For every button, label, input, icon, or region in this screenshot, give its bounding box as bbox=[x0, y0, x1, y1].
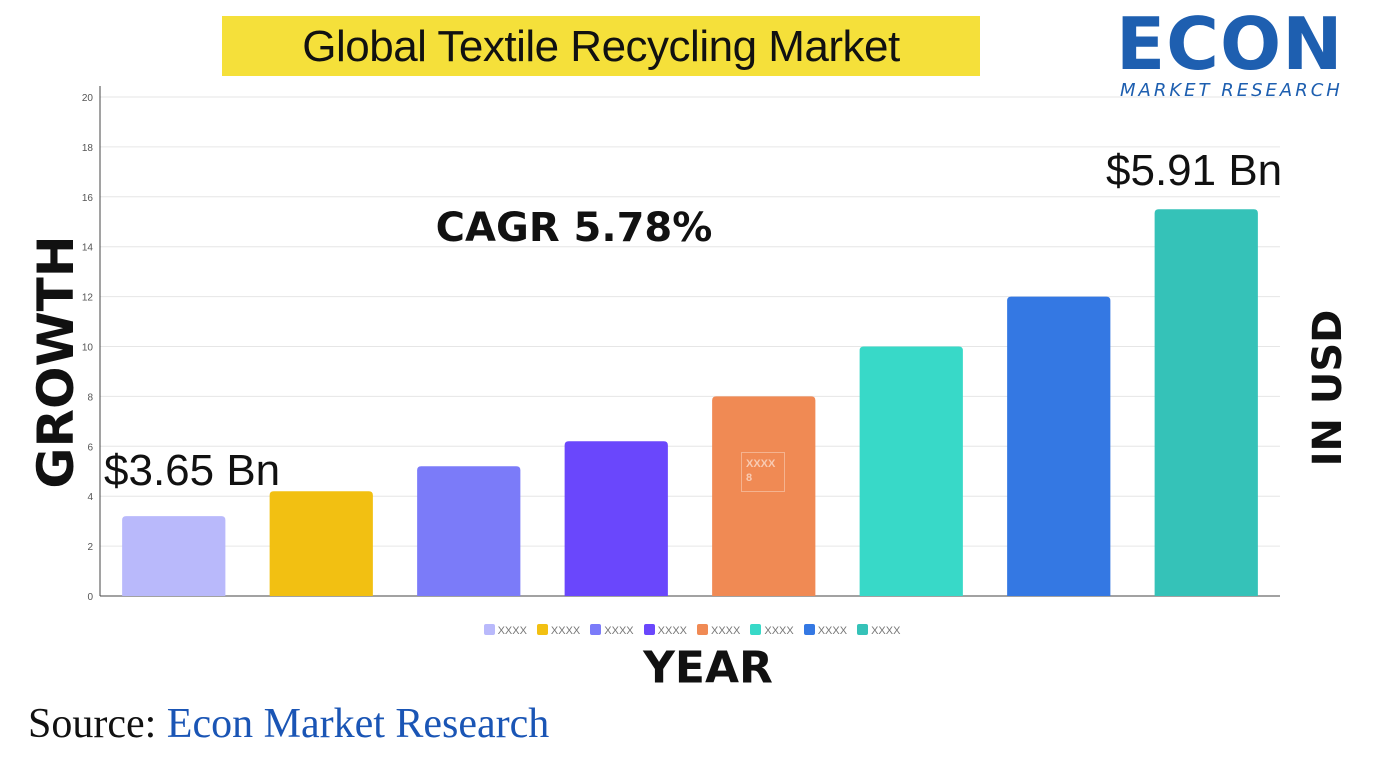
y-tick-label: 8 bbox=[87, 392, 93, 403]
legend-label: XXXX bbox=[817, 625, 848, 637]
legend-item[interactable]: XXXX bbox=[697, 624, 740, 637]
legend-item[interactable]: XXXX bbox=[590, 624, 634, 637]
y-tick-label: 12 bbox=[82, 293, 94, 304]
ghost-label: XXXX bbox=[746, 458, 776, 470]
end-value-annotation: $5.91 Bn bbox=[1106, 146, 1283, 195]
legend-item[interactable]: XXXX bbox=[857, 624, 900, 637]
legend-swatch bbox=[590, 624, 602, 635]
cagr-annotation: CAGR 5.78% bbox=[435, 205, 713, 251]
y-tick-label: 0 bbox=[87, 592, 93, 603]
legend-swatch bbox=[483, 624, 495, 635]
y-tick-label: 16 bbox=[82, 193, 94, 204]
bar bbox=[1154, 209, 1258, 596]
bar bbox=[712, 396, 816, 596]
legend-label: XXXX bbox=[550, 625, 581, 637]
legend-label: XXXX bbox=[497, 625, 527, 637]
legend-swatch bbox=[750, 624, 762, 635]
legend-label: XXXX bbox=[657, 625, 687, 637]
y-tick-label: 6 bbox=[87, 442, 93, 453]
source-line: Source: Econ Market Research bbox=[28, 700, 549, 748]
source-label: Source: bbox=[28, 701, 157, 747]
bar bbox=[417, 466, 521, 596]
chart-title: Global Textile Recycling Market bbox=[302, 22, 900, 71]
ghost-tooltip: XXXX 8 bbox=[741, 452, 785, 492]
y-tick-label: 18 bbox=[82, 143, 94, 154]
legend-swatch bbox=[643, 624, 655, 635]
y-tick-label: 20 bbox=[82, 93, 94, 104]
bar bbox=[122, 516, 226, 596]
legend-swatch bbox=[697, 624, 708, 635]
legend-label: XXXX bbox=[871, 625, 901, 637]
y-tick-label: 14 bbox=[82, 243, 94, 254]
chart-legend: XXXX XXXX XXXX XXXX XXXX XXXX XXXX XXXX bbox=[0, 624, 1384, 637]
logo-wordmark: ECON bbox=[1116, 2, 1344, 86]
bar bbox=[269, 491, 373, 596]
legend-label: XXXX bbox=[764, 625, 794, 637]
title-highlight: Global Textile Recycling Market bbox=[222, 16, 980, 76]
legend-item[interactable]: XXXX bbox=[536, 624, 581, 637]
bar bbox=[859, 346, 963, 596]
y-tick-label: 4 bbox=[87, 492, 93, 503]
econ-logo: ECON MARKET RESEARCH bbox=[1116, 2, 1372, 104]
logo-subtitle: MARKET RESEARCH bbox=[1120, 80, 1343, 101]
bar bbox=[1007, 296, 1111, 596]
x-axis-title: YEAR bbox=[643, 642, 773, 694]
legend-item[interactable]: XXXX bbox=[750, 624, 794, 637]
source-value: Econ Market Research bbox=[166, 701, 550, 747]
start-value-annotation: $3.65 Bn bbox=[104, 446, 281, 495]
legend-item[interactable]: XXXX bbox=[803, 624, 848, 637]
legend-label: XXXX bbox=[711, 625, 741, 637]
legend-swatch bbox=[857, 624, 869, 635]
secondary-axis-title: IN USD bbox=[1305, 309, 1351, 467]
y-tick-label: 2 bbox=[87, 542, 93, 553]
legend-item[interactable]: XXXX bbox=[643, 624, 687, 637]
y-axis-title: GROWTH bbox=[27, 235, 85, 489]
legend-swatch bbox=[536, 624, 548, 635]
y-tick-label: 10 bbox=[82, 343, 94, 354]
ghost-sub: 8 bbox=[746, 472, 753, 484]
legend-swatch bbox=[803, 624, 815, 635]
legend-label: XXXX bbox=[604, 625, 634, 637]
bar bbox=[564, 441, 668, 596]
legend-item[interactable]: XXXX bbox=[483, 624, 527, 637]
